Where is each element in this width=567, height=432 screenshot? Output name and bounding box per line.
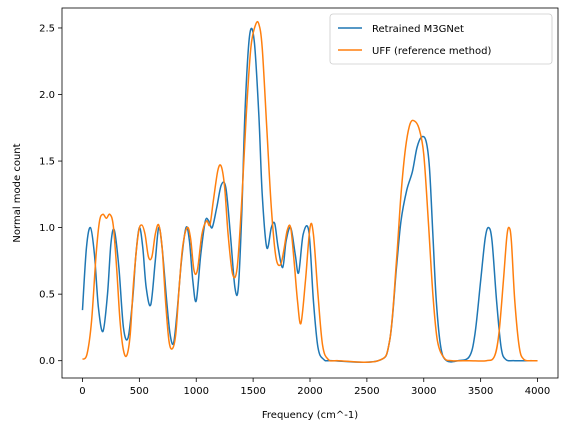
x-tick-label: 3000 [411, 386, 436, 397]
x-axis-label: Frequency (cm^-1) [262, 410, 358, 421]
x-tick-label: 500 [130, 386, 149, 397]
x-tick-label: 1500 [240, 386, 265, 397]
x-axis: 0 500 1000 1500 2000 2500 3000 3500 4000 [79, 378, 550, 397]
y-tick-label: 0.0 [39, 356, 55, 367]
y-tick-label: 1.0 [39, 223, 55, 234]
x-tick-label: 2000 [297, 386, 322, 397]
legend: Retrained M3GNet UFF (reference method) [329, 13, 553, 65]
x-tick-label: 1000 [184, 386, 209, 397]
x-tick-label: 0 [79, 386, 85, 397]
series-line-0 [81, 27, 538, 363]
x-tick-label: 4000 [525, 386, 550, 397]
legend-box [329, 13, 553, 65]
y-axis: 0.0 0.5 1.0 1.5 2.0 2.5 [39, 23, 62, 367]
y-tick-label: 2.5 [39, 23, 55, 34]
series-line-1 [81, 20, 538, 363]
y-tick-label: 2.0 [39, 90, 55, 101]
y-axis-label: Normal mode count [12, 143, 23, 242]
series-layer [81, 20, 538, 363]
legend-label-m3gnet: Retrained M3GNet [372, 24, 464, 35]
x-tick-label: 2500 [354, 386, 379, 397]
x-tick-label: 3500 [468, 386, 493, 397]
y-tick-label: 0.5 [39, 290, 55, 301]
legend-label-uff: UFF (reference method) [372, 46, 491, 57]
y-tick-label: 1.5 [39, 157, 55, 168]
